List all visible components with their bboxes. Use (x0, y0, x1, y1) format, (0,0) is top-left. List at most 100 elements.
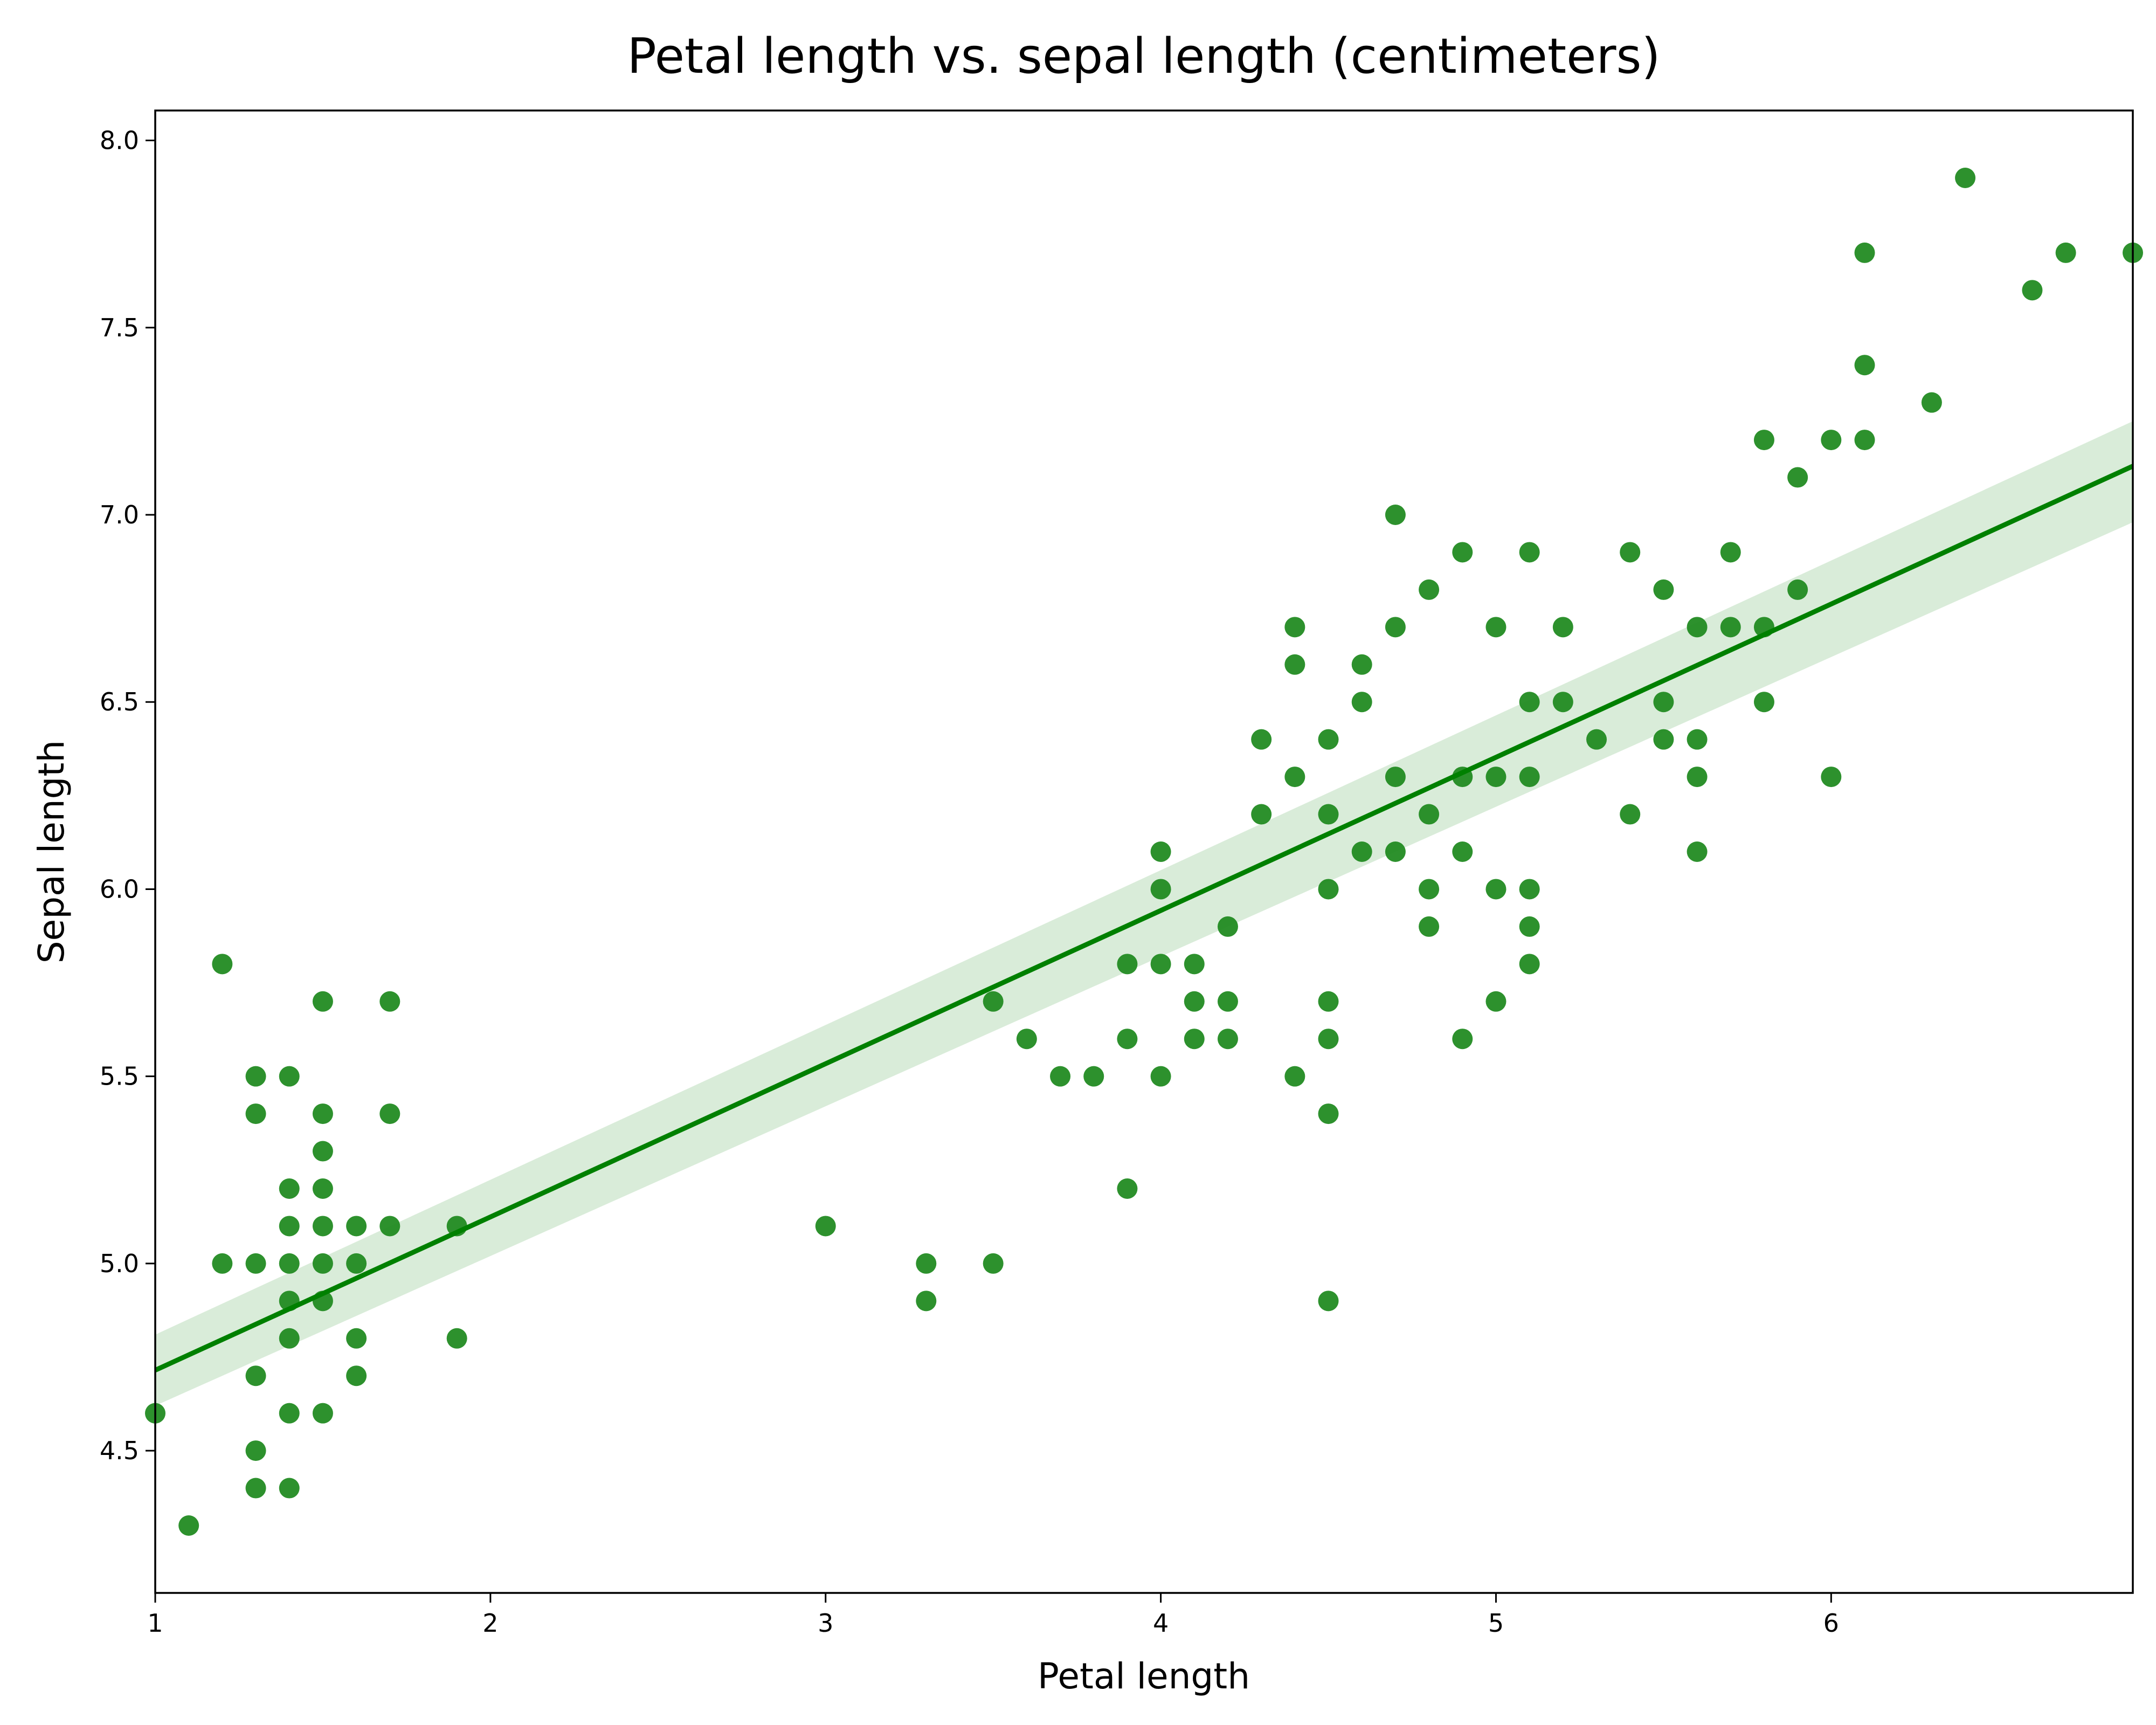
data-point (1284, 1066, 1305, 1087)
data-point (1217, 991, 1238, 1012)
data-point (983, 1253, 1004, 1274)
data-point (1284, 654, 1305, 675)
axes-frame (154, 109, 2134, 1594)
data-point (1653, 692, 1674, 713)
data-point (279, 1178, 300, 1199)
data-point (2055, 242, 2076, 263)
plot-area (145, 168, 2143, 1536)
data-point (1318, 991, 1339, 1012)
data-point (1787, 467, 1808, 488)
data-point (1016, 1029, 1037, 1050)
data-point (446, 1328, 467, 1349)
y-tick-label: 6.5 (100, 687, 139, 716)
data-point (1351, 841, 1372, 862)
x-tick-label: 5 (1488, 1609, 1504, 1638)
data-point (1821, 430, 1842, 451)
data-point (279, 1253, 300, 1274)
data-point (1586, 729, 1607, 750)
data-point (1753, 430, 1774, 451)
data-point (1519, 879, 1540, 900)
data-point (1385, 841, 1406, 862)
data-point (279, 1216, 300, 1237)
data-point (1117, 954, 1138, 975)
y-tick-label: 5.5 (100, 1062, 139, 1091)
data-point (1083, 1066, 1104, 1087)
data-points (145, 168, 2143, 1536)
data-point (1184, 954, 1205, 975)
data-point (1687, 841, 1708, 862)
data-point (1921, 392, 1942, 413)
y-tick-label: 7.5 (100, 313, 139, 342)
data-point (1620, 804, 1641, 825)
data-point (983, 991, 1004, 1012)
x-tick-label: 2 (482, 1609, 498, 1638)
data-point (1351, 692, 1372, 713)
data-point (916, 1253, 937, 1274)
regression-line (154, 464, 2134, 1372)
data-point (312, 1178, 333, 1199)
data-point (1217, 916, 1238, 937)
data-point (1150, 841, 1171, 862)
data-point (1485, 879, 1507, 900)
data-point (245, 1440, 266, 1461)
data-point (312, 991, 333, 1012)
data-point (1519, 767, 1540, 788)
data-point (1150, 879, 1171, 900)
data-point (312, 1403, 333, 1424)
data-point (1519, 916, 1540, 937)
x-tick-label: 4 (1153, 1609, 1169, 1638)
data-point (1419, 916, 1440, 937)
data-point (1251, 804, 1272, 825)
data-point (379, 1103, 400, 1124)
data-point (245, 1478, 266, 1499)
data-point (1419, 804, 1440, 825)
data-point (1251, 729, 1272, 750)
data-point (1485, 991, 1507, 1012)
data-point (1787, 579, 1808, 600)
data-point (1318, 1103, 1339, 1124)
data-point (312, 1253, 333, 1274)
data-point (245, 1253, 266, 1274)
data-point (1351, 654, 1372, 675)
data-point (1050, 1066, 1071, 1087)
data-point (1318, 1029, 1339, 1050)
data-point (245, 1066, 266, 1087)
data-point (1385, 767, 1406, 788)
data-point (1318, 729, 1339, 750)
data-point (312, 1141, 333, 1162)
data-point (1854, 242, 1875, 263)
data-point (1284, 617, 1305, 638)
data-point (245, 1365, 266, 1386)
data-point (1653, 729, 1674, 750)
data-point (1385, 617, 1406, 638)
data-point (346, 1328, 367, 1349)
data-point (1687, 767, 1708, 788)
x-axis-label: Petal length (1038, 1655, 1250, 1697)
data-point (1519, 954, 1540, 975)
data-point (1452, 841, 1473, 862)
data-point (1485, 767, 1507, 788)
y-tick-label: 5.0 (100, 1249, 139, 1278)
data-point (1419, 879, 1440, 900)
data-point (1150, 954, 1171, 975)
data-point (1720, 542, 1741, 563)
data-point (1452, 1029, 1473, 1050)
y-tick-label: 6.0 (100, 874, 139, 903)
data-point (1519, 692, 1540, 713)
data-point (1318, 879, 1339, 900)
data-point (1955, 168, 1976, 188)
data-point (1485, 617, 1507, 638)
data-point (379, 1216, 400, 1237)
confidence-band (155, 421, 2133, 1406)
data-point (916, 1291, 937, 1312)
data-point (279, 1478, 300, 1499)
data-point (312, 1103, 333, 1124)
data-point (346, 1365, 367, 1386)
data-point (1318, 804, 1339, 825)
data-point (1854, 430, 1875, 451)
data-point (1284, 767, 1305, 788)
data-point (1552, 692, 1573, 713)
x-tick-label: 3 (818, 1609, 833, 1638)
data-point (346, 1216, 367, 1237)
